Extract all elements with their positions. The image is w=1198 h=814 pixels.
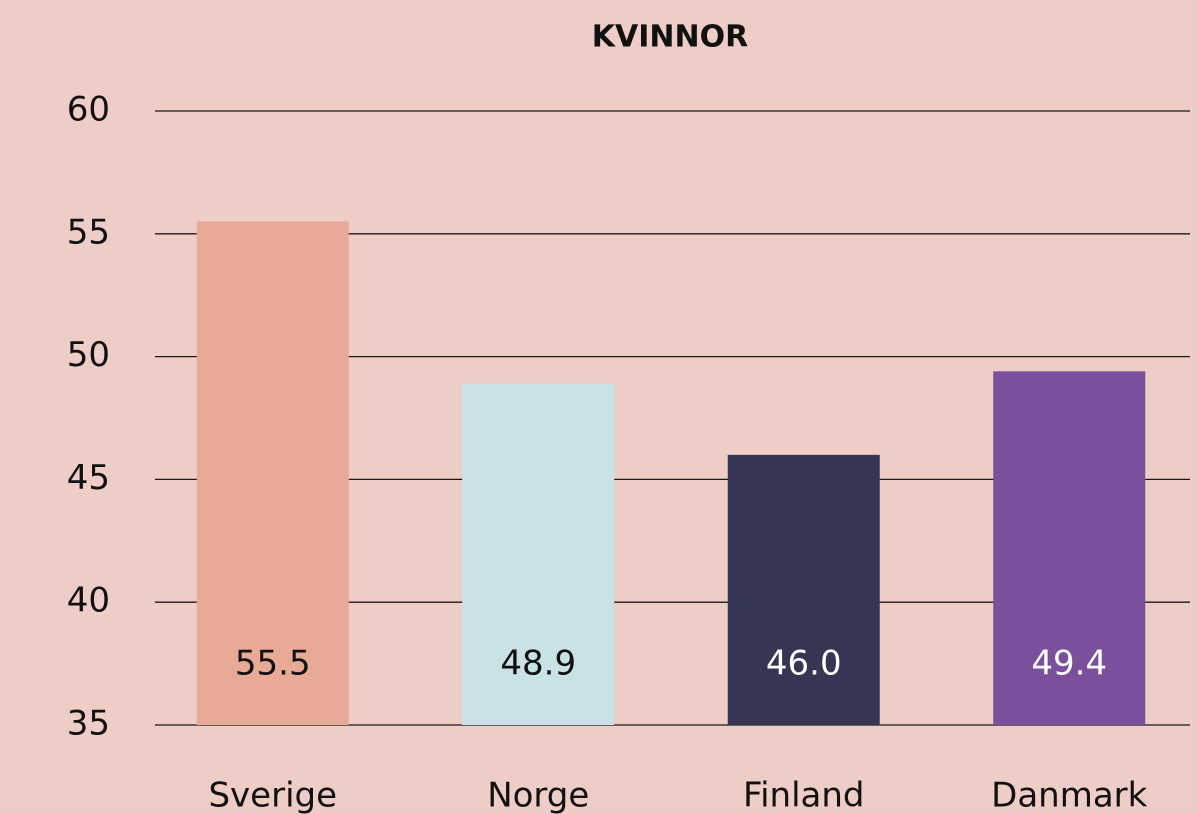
- x-tick-label: Sverige: [208, 776, 337, 814]
- x-tick-label: Finland: [743, 776, 865, 814]
- bar: [727, 454, 880, 725]
- y-tick-label: 35: [67, 704, 110, 744]
- y-tick-label: 50: [67, 335, 110, 375]
- chart-title: KVINNOR: [592, 20, 748, 55]
- y-tick-label: 40: [67, 581, 110, 621]
- bar: [196, 221, 349, 725]
- y-tick-label: 55: [67, 212, 110, 252]
- x-tick-label: Norge: [487, 776, 589, 814]
- x-tick-label: Danmark: [991, 776, 1147, 814]
- y-tick-label: 60: [67, 90, 110, 130]
- value-label: 46.0: [766, 644, 842, 684]
- value-label: 49.4: [1031, 644, 1107, 684]
- y-tick-label: 45: [67, 458, 110, 498]
- bar: [993, 371, 1146, 725]
- bar: [462, 383, 615, 725]
- value-label: 55.5: [235, 644, 311, 684]
- value-label: 48.9: [500, 644, 576, 684]
